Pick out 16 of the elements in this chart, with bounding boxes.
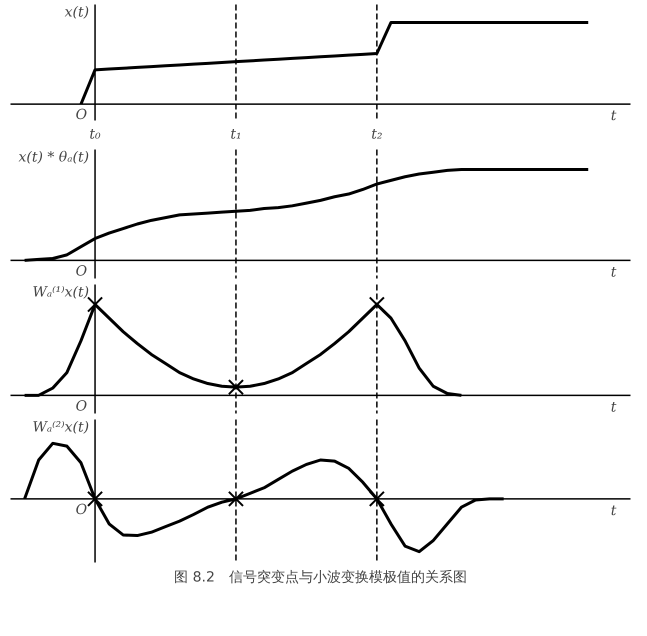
caption: 图 8.2 信号突变点与小波变换模极值的关系图 [174,570,467,586]
x-axis-title: t [610,264,617,280]
x-tick-label: t₀ [89,126,102,142]
x-axis-title: t [610,399,617,416]
annotation: O [76,263,88,280]
x-tick-label: t₁ [230,126,242,142]
annotation: O [76,107,88,124]
annotation: O [76,502,88,518]
y-axis-title: Wₐ⁽²⁾x(t) [32,420,90,436]
x-tick-label: t₂ [371,126,383,142]
x-axis-title: t [610,502,617,519]
y-axis-title: x(t) [64,4,90,20]
y-axis-title: Wₐ⁽¹⁾x(t) [32,284,90,300]
y-axis-title: x(t) * θₐ(t) [18,150,90,166]
annotation: O [76,398,88,414]
x-axis-title: t [610,108,617,124]
